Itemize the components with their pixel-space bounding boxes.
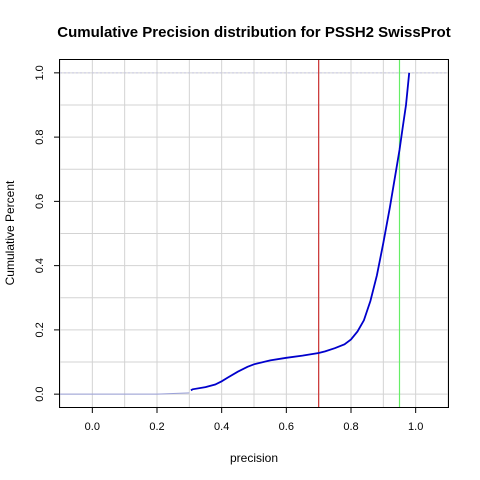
series — [60, 72, 411, 395]
y-tick-label: 1.0 — [34, 65, 46, 80]
y-axis: 0.0 0.2 0.4 0.6 0.8 1.0 — [34, 65, 60, 402]
y-tick-label: 0.0 — [34, 386, 46, 401]
x-tick-label: 1.0 — [408, 421, 423, 433]
chart-title: Cumulative Precision distribution for PS… — [57, 24, 450, 41]
x-axis-label: precision — [230, 451, 278, 465]
y-axis-label: Cumulative Percent — [3, 180, 17, 285]
plot-frame — [59, 59, 449, 408]
x-tick-label: 0.4 — [214, 421, 229, 433]
series-line-0 — [190, 72, 411, 392]
x-tick-label: 0.2 — [149, 421, 164, 433]
x-axis: 0.0 0.2 0.4 0.6 0.8 1.0 — [85, 407, 423, 433]
x-tick-label: 0.6 — [279, 421, 294, 433]
grid — [59, 60, 449, 407]
y-tick-label: 0.2 — [34, 322, 46, 337]
reference-lines — [60, 60, 448, 407]
x-tick-label: 0.8 — [343, 421, 358, 433]
y-tick-label: 0.8 — [34, 129, 46, 144]
x-tick-label: 0.0 — [85, 421, 100, 433]
series-line-baseline-0 — [60, 392, 190, 395]
y-tick-label: 0.4 — [34, 258, 46, 273]
y-tick-label: 0.6 — [34, 194, 46, 209]
